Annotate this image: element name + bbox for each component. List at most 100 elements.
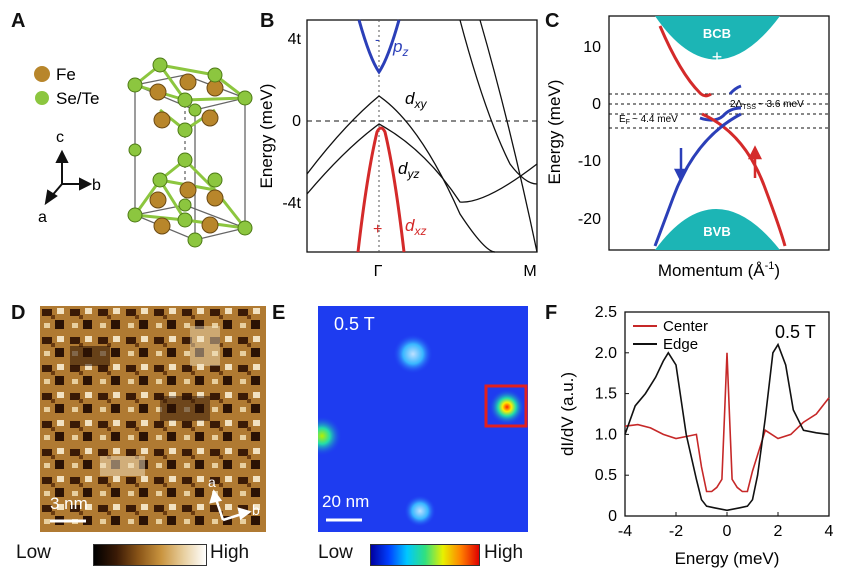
topography-cbar-high: High [210, 542, 250, 563]
vortex-spot-4 [489, 389, 525, 425]
upper-right-band-stub [728, 84, 742, 95]
x-ticks: -4 -2 0 2 4 [618, 512, 834, 540]
panel-letter-a: A [11, 10, 26, 32]
zbcp-cbar-high: High [484, 542, 524, 563]
y-axis-title: dI/dV (a.u.) [558, 372, 577, 456]
legend-edge-label: Edge [663, 336, 698, 353]
panel-d-topography [40, 306, 266, 532]
sete-legend-marker [35, 91, 49, 105]
bcb-label: BCB [703, 26, 731, 41]
panel-e-zbcp-map [302, 306, 528, 532]
spin-up-arrow [747, 145, 763, 178]
zbcp-scale-label: 20 nm [322, 492, 370, 511]
spin-down-arrow [673, 148, 689, 183]
black-bands [306, 19, 538, 253]
pz-label: pz [392, 37, 408, 59]
dxz-plus-mark: + [373, 221, 382, 238]
panel-letter-d: D [11, 302, 26, 324]
pz-band [357, 19, 401, 75]
panel-letter-f: F [545, 302, 558, 324]
y-axis-title: Energy (meV) [545, 80, 564, 185]
sete-atoms [127, 57, 253, 248]
xtick-label: 0 [723, 523, 732, 540]
ytick-label: 0.5 [595, 467, 617, 484]
axis-b-label: b [92, 177, 101, 194]
topography-map [40, 306, 266, 532]
bcb-region [655, 16, 780, 60]
outer-band-2 [479, 19, 538, 253]
spectra-chart: 2.5 2.0 1.5 1.0 0.5 0 -4 -2 0 2 4 dI/dV (a.u.) En… [558, 304, 834, 568]
zbcp-field-label: 0.5 T [334, 314, 375, 334]
panel-letter-b: B [260, 10, 275, 32]
zbcp-map [302, 306, 528, 532]
topography-axis-a: a [208, 474, 216, 490]
ytick-0: 0 [592, 96, 601, 113]
plot-frame [624, 311, 830, 517]
bvb-region [655, 209, 780, 250]
ytick-label: 2.0 [595, 345, 617, 362]
ytick-neg10: -10 [578, 153, 601, 170]
zbcp-colorbar [370, 544, 480, 566]
series-line-edge [624, 342, 830, 512]
ytick-10: 10 [583, 39, 601, 56]
ytick-4t: 4t [288, 31, 302, 48]
legend-center-label: Center [663, 318, 708, 335]
spectra-series [624, 342, 830, 512]
blue-branch [653, 112, 742, 247]
axis-a-label: a [38, 209, 47, 226]
ytick-neg4t: -4t [282, 195, 301, 212]
panel-a-crystal: Fe Se/Te c b a [0, 30, 260, 280]
topography-axis-b: b [252, 502, 260, 518]
panel-f-spectra: 2.5 2.0 1.5 1.0 0.5 0 -4 -2 0 2 4 dI/dV (a.u.) En… [545, 302, 843, 581]
dxy-label: dxy [405, 89, 427, 111]
lattice-axes [44, 149, 93, 206]
plot-frame [306, 19, 538, 253]
gap-annotation: 2ΔTSS ~ 3.6 meV [730, 99, 804, 111]
zbcp-cbar-low: Low [318, 542, 353, 563]
ytick-label: 2.5 [595, 304, 617, 321]
dxz-label: dxz [405, 216, 426, 238]
upper-left-band [658, 25, 712, 98]
xtick-label: -4 [618, 523, 632, 540]
ytick-label: 0 [608, 508, 617, 525]
sete-legend-label: Se/Te [56, 89, 99, 108]
x-axis-title: Energy (meV) [675, 549, 780, 568]
x-axis-title: Momentum (Å-1) [658, 260, 780, 280]
ef-annotation: EF ~ 4.4 meV [619, 114, 678, 126]
spectra-field-label: 0.5 T [775, 322, 816, 342]
ytick-label: 1.5 [595, 386, 617, 403]
bvb-label: BVB [703, 224, 730, 239]
xtick-label: -2 [669, 523, 683, 540]
vortex-spot-1 [393, 334, 433, 374]
xtick-gamma: Γ [374, 263, 383, 280]
bcb-sign: + [712, 47, 723, 67]
series-line-center [624, 352, 830, 493]
topological-bands-svg: 10 0 -10 -20 Energy (meV) Momentum (Å-1)… [545, 15, 830, 280]
highlight-box [484, 384, 528, 428]
dyz-label: dyz [398, 159, 419, 181]
xtick-label: 2 [774, 523, 783, 540]
xtick-m: M [523, 263, 536, 280]
xtick-label: 4 [825, 523, 834, 540]
topography-cbar-low: Low [16, 542, 51, 563]
panel-b-band-structure: 4t 0 -4t Energy (meV) Γ M pz - dxy dyz d… [255, 14, 545, 289]
topography-scale-label: 3 nm [50, 494, 88, 513]
outer-band-1 [459, 19, 538, 185]
panel-c-topological-bands: 10 0 -10 -20 Energy (meV) Momentum (Å-1)… [545, 8, 843, 293]
fe-legend-marker [34, 66, 50, 82]
ytick-0: 0 [292, 113, 301, 130]
lattice-direction-arrows [209, 489, 252, 522]
bvb-sign: - [714, 192, 720, 212]
pz-minus-mark: - [375, 31, 380, 47]
vortex-spot-2 [404, 495, 436, 527]
fe-atoms [149, 73, 224, 235]
gap-blue-segment [699, 106, 742, 122]
y-ticks: 2.5 2.0 1.5 1.0 0.5 0 [595, 304, 629, 525]
ytick-neg20: -20 [578, 211, 601, 228]
y-axis-title: Energy (meV) [257, 84, 276, 189]
dyz-band [306, 123, 538, 203]
dxy-band [306, 95, 496, 253]
topography-colorbar [93, 544, 207, 566]
panel-letter-e: E [272, 302, 286, 324]
panel-letter-c: C [545, 10, 560, 32]
